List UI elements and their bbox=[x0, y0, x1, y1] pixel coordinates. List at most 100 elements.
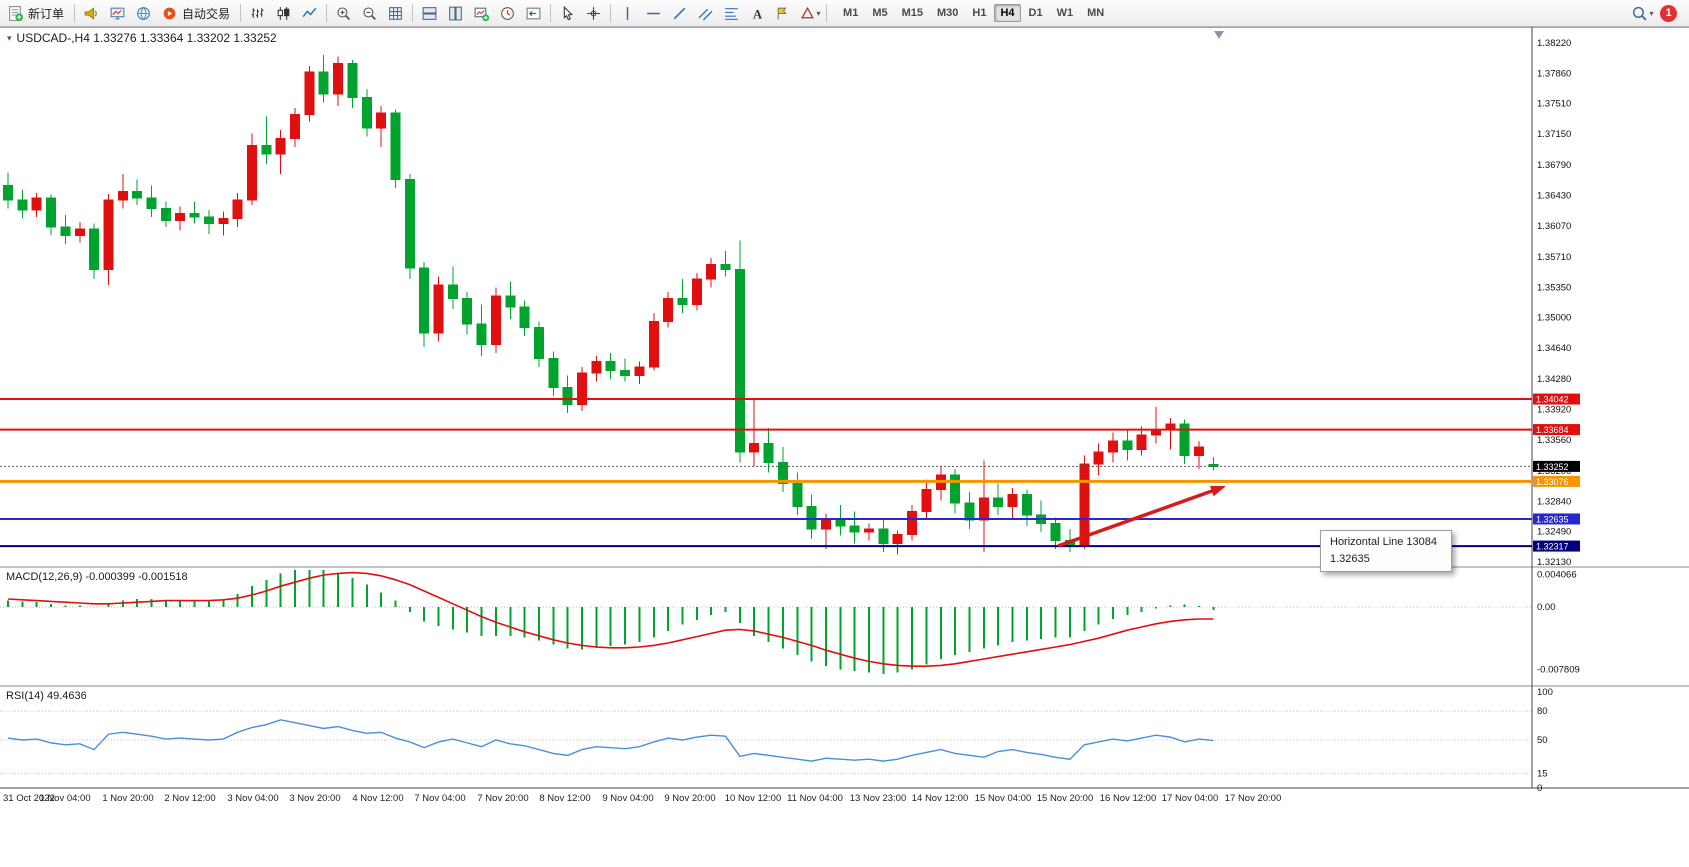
zoom-out-icon bbox=[363, 6, 376, 20]
chart-title-text: USDCAD-,H4 1.33276 1.33364 1.33202 1.332… bbox=[16, 31, 277, 45]
price-badge-1.32317 bbox=[1533, 540, 1580, 552]
timeframe-m5[interactable]: M5 bbox=[872, 7, 888, 19]
macd-indicator bbox=[7, 570, 1215, 675]
autotrade-icon bbox=[163, 7, 176, 19]
search-icon bbox=[1633, 6, 1648, 21]
timeframe-m15[interactable]: M15 bbox=[901, 7, 923, 19]
dropdown-caret-icon: ▾ bbox=[816, 8, 821, 18]
toolbar-right-group: ▾ 1 bbox=[1630, 2, 1686, 25]
svg-text:15: 15 bbox=[1537, 769, 1548, 780]
fibonacci-button[interactable] bbox=[719, 2, 744, 25]
candles-layer bbox=[3, 54, 1219, 555]
community-button[interactable] bbox=[131, 2, 156, 25]
shapes-button[interactable]: ▾ bbox=[797, 2, 822, 25]
svg-text:1.33560: 1.33560 bbox=[1537, 435, 1571, 446]
channel-button[interactable] bbox=[693, 2, 718, 25]
tile-horizontal-icon bbox=[422, 6, 437, 20]
text-button[interactable]: A bbox=[745, 2, 770, 25]
horizontal-line-button[interactable] bbox=[641, 2, 666, 25]
rsi-label: RSI(14) 49.4636 bbox=[6, 690, 87, 702]
cursor-button[interactable] bbox=[555, 2, 580, 25]
new-order-button[interactable]: 新订单 bbox=[3, 2, 70, 25]
trendline-button[interactable] bbox=[667, 2, 692, 25]
svg-text:1.37860: 1.37860 bbox=[1537, 69, 1571, 80]
new-chart-button[interactable] bbox=[469, 2, 494, 25]
svg-text:1.33076: 1.33076 bbox=[1536, 477, 1569, 487]
svg-text:100: 100 bbox=[1537, 687, 1553, 698]
globe-icon bbox=[137, 6, 150, 20]
vline-icon bbox=[626, 6, 629, 20]
toolbar-separator bbox=[550, 4, 552, 22]
label-button[interactable] bbox=[771, 2, 796, 25]
candlestick-icon bbox=[277, 6, 290, 20]
dropdown-caret-icon: ▾ bbox=[1649, 8, 1654, 18]
market-watch-button[interactable] bbox=[105, 2, 130, 25]
arrange-vertical-button[interactable] bbox=[443, 2, 468, 25]
timeframe-m1[interactable]: M1 bbox=[843, 7, 859, 19]
trend-arrow[interactable] bbox=[1057, 487, 1219, 548]
zoom-in-icon bbox=[337, 6, 350, 20]
svg-text:15 Nov 20:00: 15 Nov 20:00 bbox=[1037, 793, 1094, 804]
new-chart-icon bbox=[474, 7, 490, 21]
svg-text:1.36430: 1.36430 bbox=[1537, 191, 1571, 202]
svg-text:2 Nov 12:00: 2 Nov 12:00 bbox=[164, 793, 215, 804]
price-badge-1.32635 bbox=[1533, 513, 1580, 525]
zoom-in-button[interactable] bbox=[331, 2, 356, 25]
timeframe-mn[interactable]: MN bbox=[1087, 7, 1105, 19]
svg-text:0.004066: 0.004066 bbox=[1537, 569, 1577, 580]
clock-icon bbox=[501, 6, 514, 20]
timeframe-h4[interactable]: H4 bbox=[994, 4, 1021, 22]
macd-signal-line bbox=[7, 571, 1214, 668]
timeframe-w1[interactable]: W1 bbox=[1056, 7, 1074, 19]
timeframe-d1[interactable]: D1 bbox=[1028, 7, 1043, 19]
tile-windows-button[interactable] bbox=[383, 2, 408, 25]
notification-badge[interactable]: 1 bbox=[1660, 4, 1677, 22]
alerts-button[interactable] bbox=[79, 2, 104, 25]
svg-text:1.34640: 1.34640 bbox=[1537, 343, 1571, 354]
line-chart-button[interactable] bbox=[297, 2, 322, 25]
svg-text:1.37150: 1.37150 bbox=[1537, 129, 1571, 140]
svg-text:10 Nov 12:00: 10 Nov 12:00 bbox=[725, 793, 782, 804]
timeframe-m30[interactable]: M30 bbox=[937, 7, 959, 19]
crosshair-button[interactable] bbox=[581, 2, 606, 25]
zoom-out-button[interactable] bbox=[357, 2, 382, 25]
trendline-icon bbox=[673, 7, 686, 19]
new-order-button-label: 新订单 bbox=[28, 6, 65, 21]
chart-shift-marker[interactable] bbox=[1214, 31, 1224, 39]
svg-text:4 Nov 12:00: 4 Nov 12:00 bbox=[352, 793, 403, 804]
toolbar-separator bbox=[412, 4, 414, 22]
svg-text:1.32130: 1.32130 bbox=[1537, 557, 1571, 568]
auto-trading-button-label: 自动交易 bbox=[182, 6, 231, 21]
vertical-line-button[interactable] bbox=[615, 2, 640, 25]
bar-chart-button[interactable] bbox=[245, 2, 270, 25]
auto-trading-button[interactable]: 自动交易 bbox=[157, 2, 236, 25]
candlestick-chart-button[interactable] bbox=[271, 2, 296, 25]
new-order-icon bbox=[9, 5, 24, 21]
toolbar-separator bbox=[826, 4, 828, 22]
svg-text:1.35000: 1.35000 bbox=[1537, 312, 1571, 323]
timeframe-h1[interactable]: H1 bbox=[972, 7, 987, 19]
svg-text:3 Nov 20:00: 3 Nov 20:00 bbox=[289, 793, 340, 804]
line-chart-icon bbox=[302, 7, 317, 17]
svg-text:0.00: 0.00 bbox=[1537, 602, 1556, 613]
rsi-line bbox=[7, 719, 1214, 762]
trend-arrow-head[interactable] bbox=[1210, 485, 1226, 497]
svg-text:1 Nov 20:00: 1 Nov 20:00 bbox=[102, 793, 153, 804]
bar-chart-icon bbox=[251, 7, 264, 18]
svg-text:3 Nov 04:00: 3 Nov 04:00 bbox=[227, 793, 278, 804]
arrange-horizontal-button[interactable] bbox=[417, 2, 442, 25]
history-center-button[interactable] bbox=[495, 2, 520, 25]
price-badge-1.33684 bbox=[1533, 424, 1580, 436]
svg-text:1.38220: 1.38220 bbox=[1537, 38, 1571, 49]
chart-shift-button[interactable] bbox=[521, 2, 546, 25]
grid-icon bbox=[389, 6, 402, 20]
svg-text:1.32635: 1.32635 bbox=[1536, 514, 1569, 524]
toolbar-separator bbox=[326, 4, 328, 22]
price-axis[interactable]: 1.38220 1.37860 1.37510 1.37150 1.36790 1.364… bbox=[1537, 38, 1580, 794]
rsi-name: RSI(14) bbox=[6, 690, 44, 702]
search-button[interactable]: ▾ bbox=[1630, 2, 1655, 25]
svg-text:1.37510: 1.37510 bbox=[1537, 99, 1571, 110]
shift-icon bbox=[526, 7, 541, 19]
